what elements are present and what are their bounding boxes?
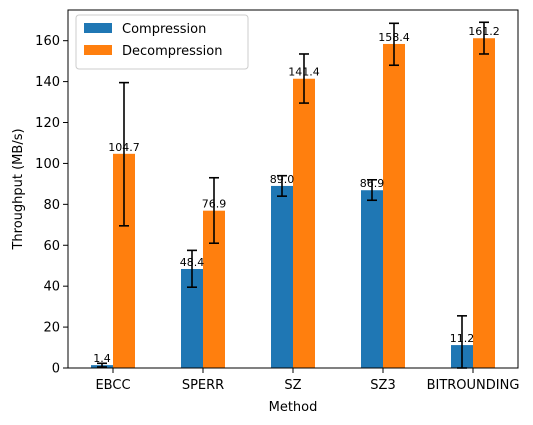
bars-layer — [91, 38, 495, 369]
bar-decompression-sz3 — [383, 43, 405, 368]
bar-compression-sz3 — [361, 190, 383, 368]
data-label-compression-sz3: 86.9 — [360, 177, 385, 190]
bar-decompression-bitrounding — [473, 38, 495, 368]
y-tick-label: 140 — [35, 75, 60, 90]
x-tick-label-sperr: SPERR — [182, 378, 224, 393]
data-label-decompression-sz: 141.4 — [288, 66, 320, 79]
legend-label-compression: Compression — [122, 22, 206, 37]
y-tick-label: 100 — [35, 157, 60, 172]
bar-decompression-sz — [293, 78, 315, 369]
data-label-decompression-sz3: 158.4 — [378, 31, 410, 44]
data-label-compression-ebcc: 1.4 — [93, 352, 111, 365]
bar-decompression-ebcc — [113, 153, 135, 368]
x-tick-label-sz: SZ — [284, 378, 301, 393]
y-tick-label: 0 — [52, 362, 60, 377]
x-axis-label: Method — [269, 400, 318, 415]
y-tick-label: 20 — [43, 321, 60, 336]
x-tick-label-sz3: SZ3 — [370, 378, 395, 393]
data-label-decompression-bitrounding: 161.2 — [468, 25, 500, 38]
data-label-compression-sz: 89.0 — [270, 173, 295, 186]
y-tick-label: 80 — [43, 198, 60, 213]
bar-compression-sperr — [181, 268, 203, 368]
bar-compression-sz — [271, 185, 293, 368]
x-tick-label-bitrounding: BITROUNDING — [427, 378, 520, 393]
data-labels-layer: 1.4 48.4 89.0 86.9 11.2 104.7 76.9 141.4 158.4 16… — [93, 25, 500, 365]
y-tick-label: 40 — [43, 280, 60, 295]
bar-decompression-sperr — [203, 210, 225, 368]
error-bars-layer — [97, 21, 489, 369]
data-label-decompression-ebcc: 104.7 — [108, 141, 140, 154]
x-axis: EBCC SPERR SZ SZ3 BITROUNDING — [95, 368, 519, 393]
data-label-compression-sperr: 48.4 — [180, 256, 205, 269]
data-label-decompression-sperr: 76.9 — [202, 198, 227, 211]
legend-label-decompression: Decompression — [122, 44, 222, 59]
legend: Compression Decompression — [75, 14, 249, 70]
data-label-compression-bitrounding: 11.2 — [450, 332, 475, 345]
legend-box — [75, 14, 249, 70]
legend-swatch-compression — [84, 23, 112, 33]
x-tick-label-ebcc: EBCC — [95, 378, 130, 393]
y-tick-label: 120 — [35, 116, 60, 131]
y-tick-label: 160 — [35, 34, 60, 49]
y-tick-label: 60 — [43, 239, 60, 254]
legend-swatch-decompression — [84, 45, 112, 55]
y-axis-label: Throughput (MB/s) — [11, 128, 26, 250]
y-axis: 0 20 40 60 80 100 120 140 160 — [35, 34, 68, 377]
